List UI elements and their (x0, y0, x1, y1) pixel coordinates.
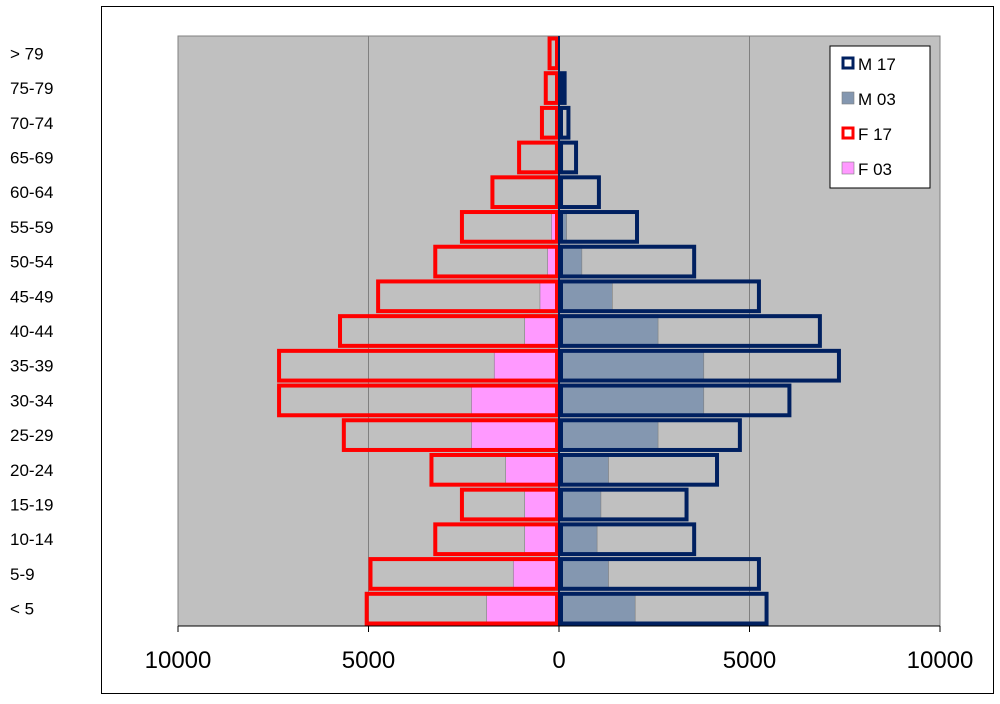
bar-m-03-30-34 (558, 383, 705, 418)
legend-label-f-17: F 17 (858, 125, 892, 144)
bar-f-17-70-74 (539, 105, 560, 140)
bar-m-17-5 (559, 591, 769, 626)
legend-label-m-03: M 03 (858, 90, 896, 109)
bar-f-17-20-24 (429, 452, 559, 487)
bar-m-03-45-49 (558, 279, 613, 313)
bar-m-17-75-79 (559, 71, 567, 105)
bar-f-03-15-19 (524, 487, 560, 522)
bar-m-17-30-34 (559, 383, 792, 418)
y-category-label-75-79: 75-79 (10, 79, 53, 98)
x-tick-label-1: 5000 (342, 647, 395, 674)
legend-swatch-f-03 (841, 161, 855, 175)
bar-f-03-5 (486, 591, 560, 626)
y-category-label-50-54: 50-54 (10, 253, 53, 272)
bar-m-17-45-49 (559, 279, 761, 314)
axes (177, 36, 941, 632)
y-category-label-60-64: 60-64 (10, 183, 53, 202)
y-category-label-55-59: 55-59 (10, 218, 53, 237)
bar-m-03-25-29 (558, 418, 659, 452)
bar-f-17-10-14 (433, 522, 559, 557)
y-category-label-15-19: 15-19 (10, 496, 53, 515)
legend: M 17 M 03 F 17 F 03 (829, 45, 931, 189)
y-category-label-25-29: 25-29 (10, 426, 53, 445)
bar-f-03-30-34 (471, 383, 560, 418)
y-category-label-79: > 79 (10, 44, 44, 63)
bar-m-17-65-69 (559, 140, 579, 175)
bar-f-03-35-39 (493, 349, 560, 383)
bar-m-03-5-9 (558, 557, 609, 591)
bar-f-03-25-29 (471, 418, 560, 452)
legend-label-f-03: F 03 (858, 160, 892, 179)
bar-m-17-10-14 (559, 522, 697, 557)
x-tick-label-3: 5000 (723, 647, 776, 674)
bar-f-17-75-79 (543, 71, 560, 105)
bar-f-17-55-59 (459, 210, 559, 244)
y-category-label-65-69: 65-69 (10, 148, 53, 167)
bar-m-03-15-19 (558, 487, 602, 522)
x-tick-label-0: 10000 (145, 647, 212, 674)
bar-f-03-10-14 (524, 522, 560, 556)
bar-f-17-25-29 (341, 418, 559, 452)
y-category-label-45-49: 45-49 (10, 287, 53, 306)
y-category-label-5-9: 5-9 (10, 565, 35, 584)
bar-m-17-35-39 (559, 348, 841, 383)
bar-m-17-55-59 (559, 210, 640, 244)
legend-swatch-f-17 (841, 126, 855, 140)
y-category-label-20-24: 20-24 (10, 461, 53, 480)
bar-m-03-10-14 (558, 522, 598, 556)
x-tick-label-2: 0 (552, 647, 565, 674)
bars (277, 36, 841, 626)
bar-f-17-30-34 (277, 383, 559, 418)
legend-swatch-m-17 (841, 56, 855, 70)
bar-f-03-5-9 (512, 557, 560, 591)
bar-m-03-20-24 (558, 453, 609, 487)
bar-m-17-60-64 (559, 175, 601, 210)
tick-labels: 10000 5000 0 5000 10000 < 5 5-9 10-14 15-19 20-24… (10, 44, 973, 674)
bar-f-17-60-64 (490, 175, 560, 210)
bar-m-17-15-19 (559, 487, 689, 522)
bar-m-17-20-24 (559, 452, 720, 487)
bar-f-17-65-69 (517, 140, 560, 175)
bar-m-03-40-44 (558, 314, 659, 348)
bar-m-03-35-39 (558, 349, 705, 383)
bar-m-03-5 (558, 591, 636, 626)
bar-m-17-70-74 (559, 105, 571, 140)
bar-f-17-5-9 (368, 557, 559, 591)
bar-f-17-79 (547, 36, 560, 71)
y-category-label-5: < 5 (10, 600, 34, 619)
legend-label-m-17: M 17 (858, 55, 896, 74)
bar-f-03-20-24 (505, 453, 560, 487)
x-tick-label-4: 10000 (907, 647, 974, 674)
bar-m-17-50-54 (559, 244, 697, 279)
bar-m-17-25-29 (559, 418, 742, 452)
y-category-label-70-74: 70-74 (10, 114, 53, 133)
gridlines (368, 36, 750, 626)
bar-f-17-15-19 (459, 487, 559, 522)
bar-f-03-40-44 (524, 314, 560, 348)
bar-f-17-5 (364, 591, 559, 626)
bar-f-17-35-39 (277, 348, 559, 383)
bar-m-17-40-44 (559, 314, 822, 348)
y-category-label-30-34: 30-34 (10, 391, 53, 410)
legend-swatch-m-03 (841, 91, 855, 105)
y-category-label-10-14: 10-14 (10, 530, 53, 549)
y-category-label-40-44: 40-44 (10, 322, 53, 341)
y-category-label-35-39: 35-39 (10, 357, 53, 376)
bar-m-17-5-9 (559, 557, 761, 591)
bar-f-17-45-49 (376, 279, 559, 314)
bar-f-17-40-44 (338, 314, 559, 348)
bar-f-17-50-54 (433, 244, 559, 279)
